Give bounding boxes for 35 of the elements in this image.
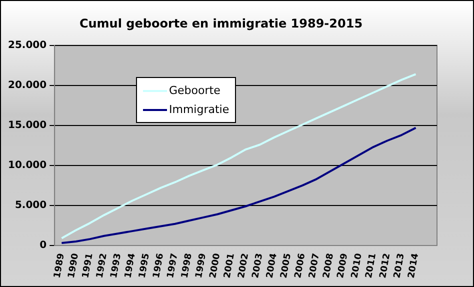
x-tick-label: 2010: [350, 252, 364, 280]
x-tick-label: 2013: [392, 252, 407, 280]
x-tick-label: 2002: [236, 252, 252, 280]
x-tick-label: 1997: [166, 252, 180, 280]
x-tick-label: 2011: [364, 252, 379, 280]
x-tick-label: 2012: [378, 252, 393, 280]
y-tick-label: 15.000: [8, 120, 47, 132]
y-tick-label: 25.000: [8, 40, 47, 51]
x-tick-label: 1995: [138, 252, 152, 280]
y-tick-label: 0: [40, 240, 47, 252]
x-tick-label: 1993: [109, 252, 124, 280]
x-tick-label: 2000: [208, 252, 223, 280]
x-tick-label: 1996: [152, 252, 166, 280]
x-tick-label: 2001: [222, 252, 237, 280]
legend-label: Geboorte: [169, 84, 220, 97]
chart-title: Cumul geboorte en immigratie 1989-2015: [79, 16, 363, 30]
x-tick-label: 2003: [251, 252, 266, 280]
x-tick-label: 2004: [265, 252, 280, 280]
x-tick-label: 2006: [294, 252, 308, 280]
y-tick-label: 20.000: [8, 80, 47, 92]
x-tick-label: 2005: [279, 252, 294, 280]
x-tick-label: 1994: [124, 252, 138, 280]
y-tick-label: 10.000: [8, 160, 47, 172]
x-tick-label: 1990: [66, 252, 82, 280]
x-tick-label: 1992: [95, 252, 110, 280]
x-tick-label: 1999: [194, 252, 209, 280]
x-tick-label: 1989: [52, 252, 67, 280]
x-tick-label: 1998: [180, 252, 194, 280]
x-tick-label: 2007: [308, 252, 322, 280]
x-tick-label: 2008: [322, 252, 336, 280]
x-tick-label: 2009: [336, 252, 350, 280]
legend-label: Immigratie: [169, 103, 230, 116]
x-tick-label: 2014: [406, 252, 422, 280]
x-tick-label: 1991: [81, 252, 96, 280]
y-tick-label: 5.000: [14, 200, 47, 212]
